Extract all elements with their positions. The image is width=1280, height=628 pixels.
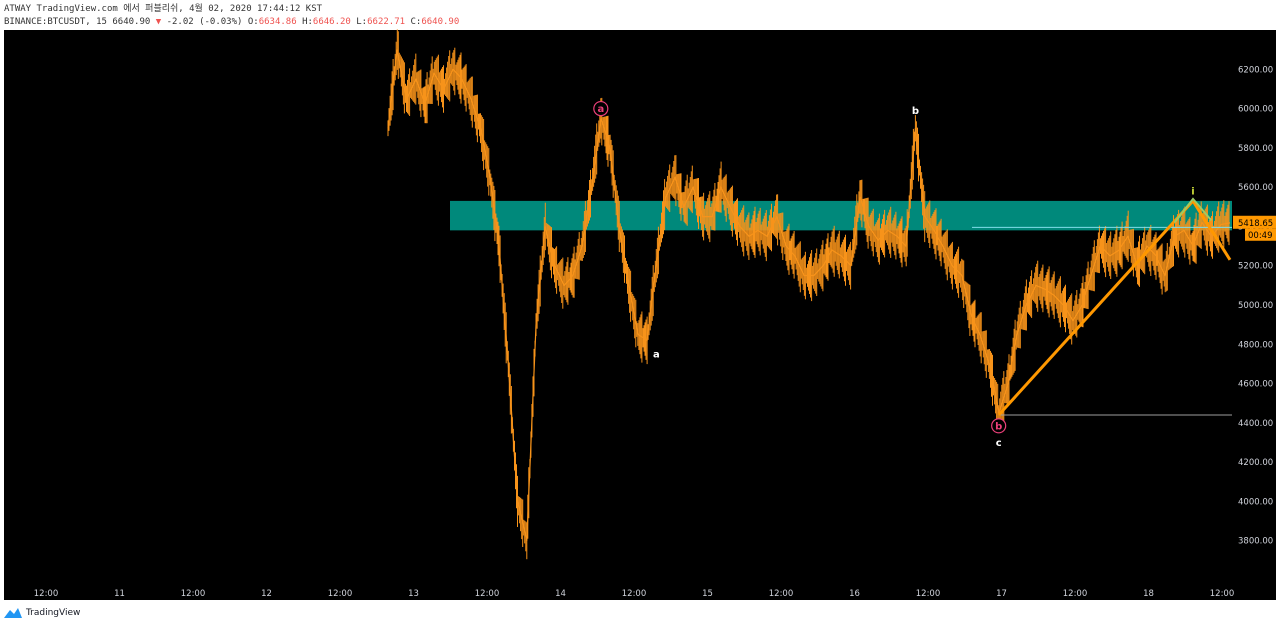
y-tick-label: 6200.00 xyxy=(1238,65,1273,75)
x-tick-label: 16 xyxy=(849,589,860,599)
change-down-icon: ▼ xyxy=(155,17,162,27)
wave-label: i xyxy=(1191,187,1194,198)
symbol-info: BINANCE:BTCUSDT, 15 6640.90 ▼ -2.02 (-0.… xyxy=(4,16,459,29)
x-tick-label: 12:00 xyxy=(1063,589,1088,599)
y-tick-label: 6000.00 xyxy=(1238,105,1273,115)
wave-label-circle xyxy=(593,100,609,117)
high-value: 6646.20 xyxy=(312,17,351,27)
open-label: O: xyxy=(247,17,259,27)
y-tick-label: 4000.00 xyxy=(1238,497,1273,507)
x-tick-label: 18 xyxy=(1143,589,1154,599)
x-tick-label: 12:00 xyxy=(916,589,941,599)
open-value: 6634.86 xyxy=(258,17,297,27)
wave-label: b xyxy=(912,106,919,117)
tradingview-logo-icon xyxy=(4,608,22,618)
wave-label: c xyxy=(996,438,1002,449)
y-tick-label: 4800.00 xyxy=(1238,340,1273,350)
x-tick-label: 12:00 xyxy=(181,589,206,599)
time-axis[interactable] xyxy=(4,580,1276,600)
wave-label-circle xyxy=(991,418,1007,434)
y-tick-label: 3800.00 xyxy=(1238,537,1273,547)
close-value: 6640.90 xyxy=(421,17,460,27)
y-tick-label: 5200.00 xyxy=(1238,262,1273,272)
publish-info: ATWAY TradingView.com 에서 퍼블리쉬, 4월 02, 20… xyxy=(4,4,323,14)
countdown-label: 00:49 xyxy=(1248,231,1273,241)
y-tick-label: 5600.00 xyxy=(1238,183,1273,193)
last-price: 6640.90 xyxy=(112,17,151,27)
close-label: C: xyxy=(410,17,422,27)
x-tick-label: 12:00 xyxy=(622,589,647,599)
x-tick-label: 12:00 xyxy=(769,589,794,599)
x-tick-label: 12 xyxy=(261,589,272,599)
orange-projection-line[interactable] xyxy=(1191,200,1232,261)
brand-name: TradingView xyxy=(26,608,81,618)
x-tick-label: 15 xyxy=(702,589,713,599)
x-tick-label: 12:00 xyxy=(1210,589,1235,599)
x-tick-label: 12:00 xyxy=(328,589,353,599)
y-tick-label: 4400.00 xyxy=(1238,419,1273,429)
x-tick-label: 12:00 xyxy=(34,589,59,599)
wave-label: a xyxy=(597,104,604,115)
countdown-tag xyxy=(1245,228,1276,241)
y-tick-label: 4600.00 xyxy=(1238,380,1273,390)
x-tick-label: 17 xyxy=(996,589,1007,599)
price-axis[interactable] xyxy=(1232,30,1276,580)
x-tick-label: 14 xyxy=(555,589,566,599)
wave-label: a xyxy=(653,350,660,361)
last-price-label: 5418.65 xyxy=(1238,219,1273,229)
y-tick-label: 4200.00 xyxy=(1238,458,1273,468)
low-value: 6622.71 xyxy=(367,17,406,27)
y-tick-label: 5000.00 xyxy=(1238,301,1273,311)
wave-label: b xyxy=(995,421,1002,432)
y-tick-label: 5800.00 xyxy=(1238,144,1273,154)
footer: TradingView xyxy=(4,608,80,618)
symbol-name: BINANCE:BTCUSDT, 15 xyxy=(4,17,107,27)
green-wave-line[interactable] xyxy=(1173,197,1213,224)
x-tick-label: 12:00 xyxy=(475,589,500,599)
orange-impulse-line[interactable] xyxy=(997,199,1195,417)
high-label: H: xyxy=(302,17,313,27)
low-label: L: xyxy=(356,17,368,27)
chart-header: ATWAY TradingView.com 에서 퍼블리쉬, 4월 02, 20… xyxy=(4,3,459,29)
x-tick-label: 11 xyxy=(114,589,125,599)
resistance-zone[interactable] xyxy=(450,200,1232,231)
change-value: -2.02 (-0.03%) xyxy=(166,17,243,27)
last-price-tag[interactable] xyxy=(1233,215,1276,229)
x-tick-label: 13 xyxy=(408,589,419,599)
